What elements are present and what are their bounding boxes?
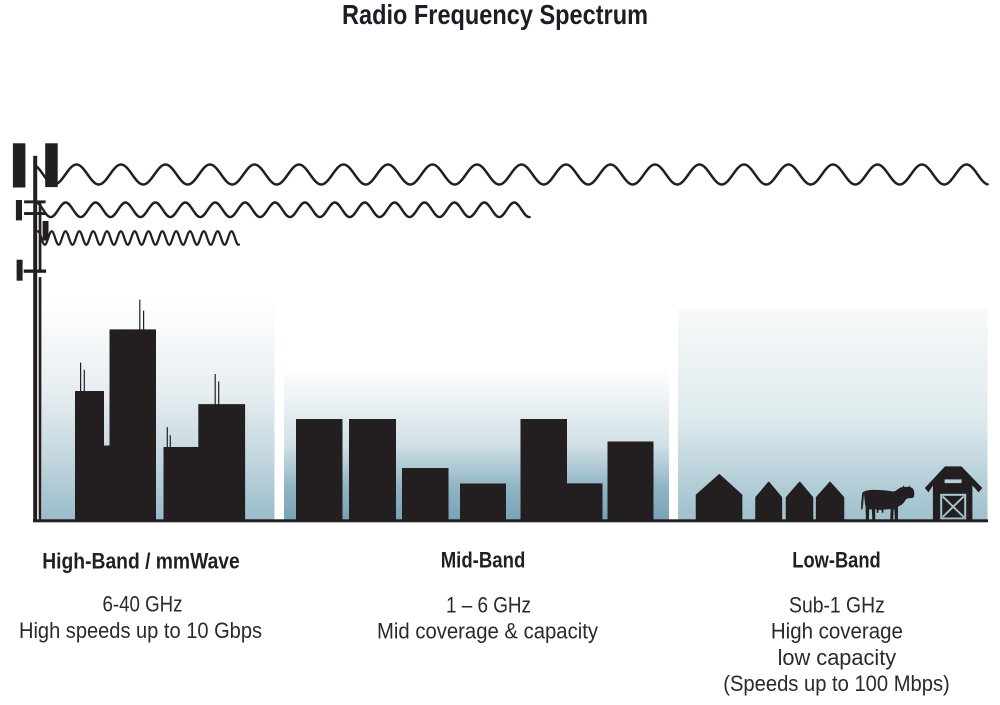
svg-text:Low-Band: Low-Band — [792, 547, 880, 572]
svg-text:High-Band / mmWave: High-Band / mmWave — [42, 548, 240, 573]
svg-text:High speeds up to 10 Gbps: High speeds up to 10 Gbps — [19, 618, 262, 643]
svg-text:High coverage: High coverage — [771, 619, 903, 644]
svg-text:(Speeds up to 100 Mbps): (Speeds up to 100 Mbps) — [723, 671, 950, 696]
svg-text:Radio Frequency Spectrum: Radio Frequency Spectrum — [342, 0, 648, 30]
svg-text:6-40 GHz: 6-40 GHz — [103, 592, 183, 617]
svg-text:Mid-Band: Mid-Band — [441, 547, 526, 572]
svg-text:Sub-1 GHz: Sub-1 GHz — [789, 592, 885, 617]
svg-text:1 – 6 GHz: 1 – 6 GHz — [446, 592, 531, 617]
svg-text:low capacity: low capacity — [778, 645, 897, 670]
svg-text:Mid coverage & capacity: Mid coverage & capacity — [377, 619, 598, 644]
